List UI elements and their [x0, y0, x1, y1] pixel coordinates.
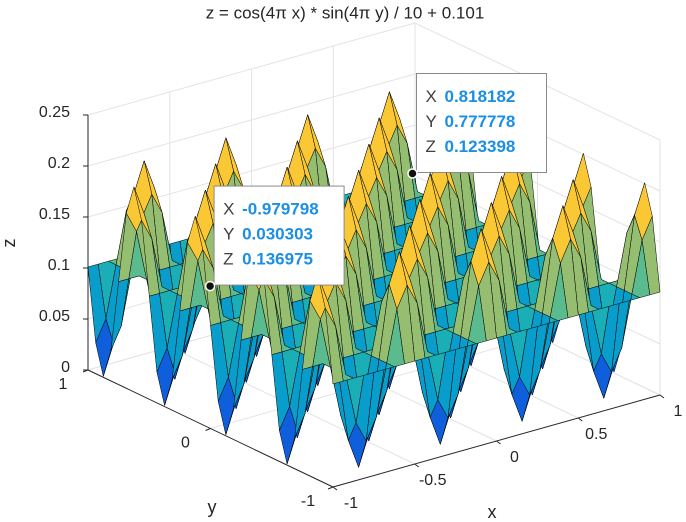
z-tick-label: 0.1	[48, 257, 70, 274]
z-tick-label: 0.2	[48, 155, 70, 172]
datatip-value: -0.979798	[242, 200, 319, 219]
x-tick-label: 0.5	[585, 426, 607, 443]
y-tick	[327, 486, 334, 490]
y-axis-label: y	[208, 497, 217, 517]
datatip-value: 0.136975	[242, 250, 313, 269]
x-tick-label: 1	[674, 403, 683, 420]
grid-line	[87, 22, 661, 141]
datatip: X -0.979798 Y 0.030303 Z 0.136975	[204, 185, 345, 292]
datatip-value: 0.030303	[242, 225, 313, 244]
chart-title: z = cos(4π x) * sin(4π y) / 10 + 0.101	[206, 3, 485, 22]
datatip-value: 0.777778	[444, 112, 515, 131]
datatip-label: Y	[223, 225, 234, 244]
y-tick-label: 1	[59, 376, 68, 393]
grid-line	[87, 73, 661, 192]
datatip-value: 0.123398	[444, 137, 515, 156]
datatip: X 0.818182 Y 0.777778 Z 0.123398	[407, 72, 547, 179]
datatip-label: Z	[425, 137, 435, 156]
labels: z = cos(4π x) * sin(4π y) / 10 + 0.101 x…	[0, 3, 683, 521]
datatip-box	[415, 72, 547, 173]
x-tick	[414, 463, 420, 468]
datatip-value: 0.818182	[444, 87, 515, 106]
x-tick-label: 0	[510, 449, 519, 466]
datatips: X -0.979798 Y 0.030303 Z 0.136975 X 0.818182 Y 0.…	[204, 72, 547, 292]
x-tick-label: -0.5	[419, 472, 447, 489]
datatip-box	[213, 185, 345, 286]
z-axis-label: z	[0, 239, 19, 248]
axes	[82, 114, 665, 491]
z-tick-label: 0	[61, 359, 70, 376]
datatip-label: Y	[425, 112, 436, 131]
datatip-label: X	[425, 87, 436, 106]
x-axis-label: x	[488, 502, 497, 522]
x-tick-label: -1	[344, 495, 358, 512]
x-tick	[577, 417, 583, 422]
datatip-label: X	[223, 200, 234, 219]
datatip-marker	[204, 280, 216, 292]
z-tick-label: 0.15	[39, 206, 70, 223]
x-tick	[332, 486, 338, 491]
z-tick-label: 0.05	[39, 308, 70, 325]
x-tick	[659, 394, 665, 399]
datatip-marker	[407, 168, 418, 179]
y-tick-label: -1	[301, 493, 315, 510]
y-tick-label: 0	[181, 435, 190, 452]
surface-patch	[325, 307, 344, 385]
y-tick	[205, 428, 211, 431]
datatip-label: Z	[223, 250, 233, 269]
x-tick	[496, 440, 501, 445]
surface	[87, 91, 661, 468]
z-tick-label: 0.25	[39, 104, 70, 121]
